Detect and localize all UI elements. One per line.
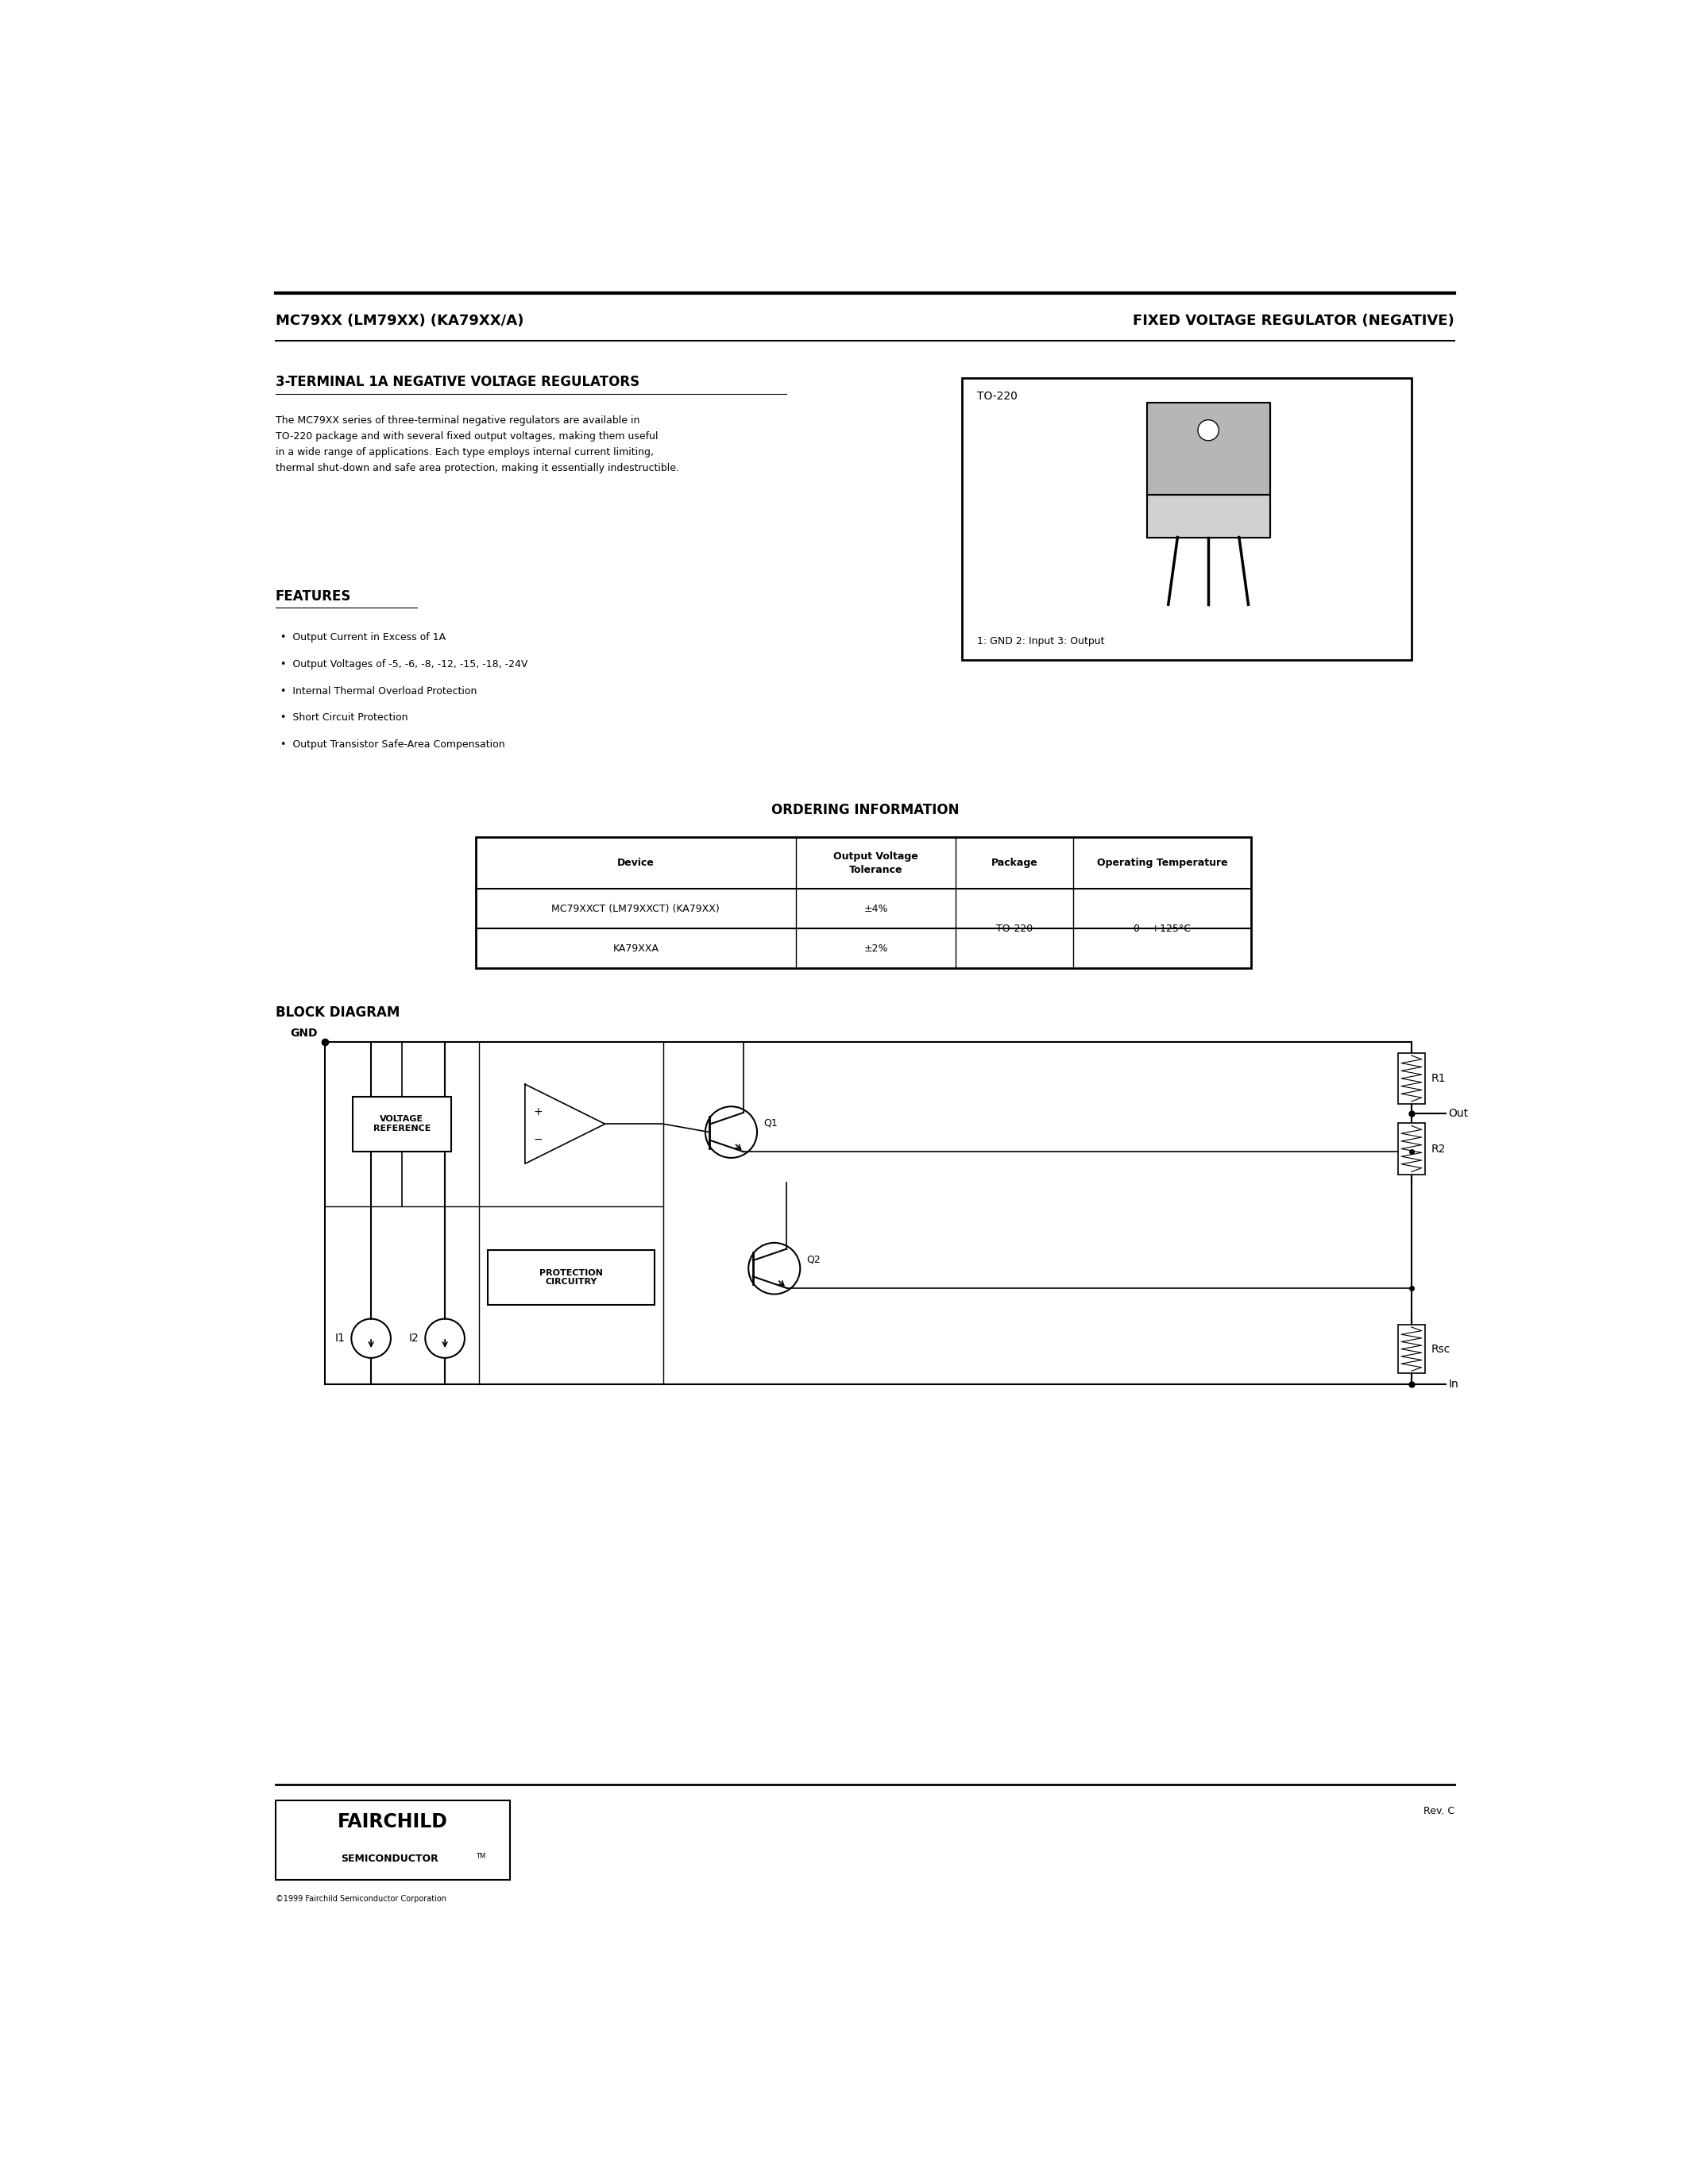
Text: ©1999 Fairchild Semiconductor Corporation: ©1999 Fairchild Semiconductor Corporatio… xyxy=(275,1896,446,1902)
Text: Output Voltage
Tolerance: Output Voltage Tolerance xyxy=(834,852,918,876)
Text: ±2%: ±2% xyxy=(864,943,888,954)
Text: •  Output Transistor Safe-Area Compensation: • Output Transistor Safe-Area Compensati… xyxy=(280,740,505,749)
Text: Out: Out xyxy=(1448,1107,1469,1118)
Text: FAIRCHILD: FAIRCHILD xyxy=(338,1813,447,1832)
Text: SEMICONDUCTOR: SEMICONDUCTOR xyxy=(341,1854,439,1865)
Text: •  Output Voltages of -5, -6, -8, -12, -15, -18, -24V: • Output Voltages of -5, -6, -8, -12, -1… xyxy=(280,660,528,668)
Text: I1: I1 xyxy=(334,1332,346,1343)
Text: Rev. C: Rev. C xyxy=(1423,1806,1455,1817)
Text: MC79XX (LM79XX) (KA79XX/A): MC79XX (LM79XX) (KA79XX/A) xyxy=(275,314,523,328)
FancyBboxPatch shape xyxy=(353,1096,451,1151)
Text: PROTECTION
CIRCUITRY: PROTECTION CIRCUITRY xyxy=(540,1269,603,1286)
Text: FIXED VOLTAGE REGULATOR (NEGATIVE): FIXED VOLTAGE REGULATOR (NEGATIVE) xyxy=(1133,314,1455,328)
Text: TM: TM xyxy=(476,1852,486,1861)
Text: GND: GND xyxy=(290,1029,317,1040)
FancyBboxPatch shape xyxy=(476,836,1251,968)
Polygon shape xyxy=(1146,402,1269,494)
FancyBboxPatch shape xyxy=(1398,1053,1425,1105)
Text: ORDERING INFORMATION: ORDERING INFORMATION xyxy=(771,804,959,817)
Text: I2: I2 xyxy=(408,1332,419,1343)
Text: FEATURES: FEATURES xyxy=(275,590,351,603)
Text: Q2: Q2 xyxy=(807,1254,820,1265)
Text: Device: Device xyxy=(618,858,655,867)
FancyBboxPatch shape xyxy=(1398,1326,1425,1374)
Text: R2: R2 xyxy=(1431,1142,1445,1155)
FancyBboxPatch shape xyxy=(962,378,1411,660)
Polygon shape xyxy=(1146,494,1269,537)
Text: BLOCK DIAGRAM: BLOCK DIAGRAM xyxy=(275,1005,400,1020)
FancyBboxPatch shape xyxy=(275,1800,510,1880)
Text: TO-220: TO-220 xyxy=(977,391,1018,402)
Text: KA79XXA: KA79XXA xyxy=(613,943,658,954)
Text: Rsc: Rsc xyxy=(1431,1343,1450,1354)
Text: 0 ~+125°C: 0 ~+125°C xyxy=(1134,924,1190,935)
Text: Operating Temperature: Operating Temperature xyxy=(1097,858,1227,867)
Text: ±4%: ±4% xyxy=(864,904,888,913)
Text: 1: GND 2: Input 3: Output: 1: GND 2: Input 3: Output xyxy=(977,636,1106,646)
Text: R1: R1 xyxy=(1431,1072,1447,1083)
Circle shape xyxy=(1198,419,1219,441)
FancyBboxPatch shape xyxy=(488,1249,655,1304)
Text: In: In xyxy=(1448,1378,1458,1389)
Text: Package: Package xyxy=(991,858,1038,867)
Text: The MC79XX series of three-terminal negative regulators are available in
TO-220 : The MC79XX series of three-terminal nega… xyxy=(275,415,679,474)
FancyBboxPatch shape xyxy=(1398,1123,1425,1175)
Text: Q1: Q1 xyxy=(763,1118,776,1129)
Polygon shape xyxy=(525,1083,604,1164)
Text: +: + xyxy=(533,1105,544,1118)
Text: TO-220: TO-220 xyxy=(996,924,1033,935)
Text: MC79XXCT (LM79XXCT) (KA79XX): MC79XXCT (LM79XXCT) (KA79XX) xyxy=(552,904,719,913)
Text: •  Internal Thermal Overload Protection: • Internal Thermal Overload Protection xyxy=(280,686,478,697)
Text: •  Short Circuit Protection: • Short Circuit Protection xyxy=(280,712,408,723)
Text: •  Output Current in Excess of 1A: • Output Current in Excess of 1A xyxy=(280,631,446,642)
Text: 3-TERMINAL 1A NEGATIVE VOLTAGE REGULATORS: 3-TERMINAL 1A NEGATIVE VOLTAGE REGULATOR… xyxy=(275,376,640,389)
Text: VOLTAGE
REFERENCE: VOLTAGE REFERENCE xyxy=(373,1116,430,1133)
Text: −: − xyxy=(533,1133,544,1144)
